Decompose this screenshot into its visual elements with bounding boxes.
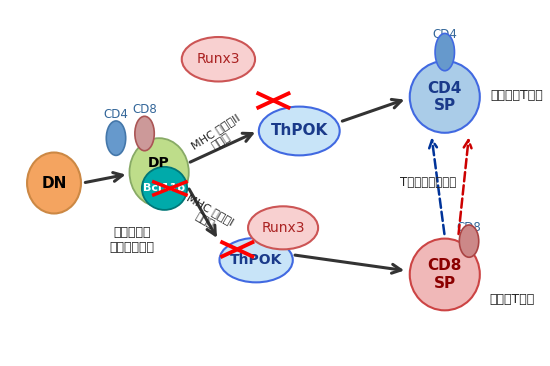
Text: ThPOK: ThPOK [271,123,328,138]
Ellipse shape [459,225,478,257]
Text: DN: DN [41,176,67,190]
Text: Bcl11b: Bcl11b [144,183,185,193]
Text: MHC クラスI
拘束性: MHC クラスI 拘束性 [179,193,236,238]
Ellipse shape [219,238,293,282]
Ellipse shape [106,121,126,156]
Text: MHC クラスII
拘束性: MHC クラスII 拘束性 [189,112,248,161]
Ellipse shape [248,206,318,249]
Text: T細胞分化の混乱: T細胞分化の混乱 [400,176,456,190]
Text: CD4
SP: CD4 SP [427,81,462,113]
Text: ポジティブ
セレクション: ポジティブ セレクション [109,227,155,254]
Ellipse shape [410,61,480,133]
Text: CD8: CD8 [456,221,481,234]
Text: CD8
SP: CD8 SP [427,258,462,291]
Ellipse shape [135,116,154,151]
Text: DP: DP [148,156,170,170]
Ellipse shape [259,107,340,156]
Text: CD4: CD4 [432,29,457,41]
Ellipse shape [435,33,454,71]
Text: CD8: CD8 [132,103,157,116]
Text: Runx3: Runx3 [197,52,240,66]
Ellipse shape [142,167,187,210]
Text: ThPOK: ThPOK [230,253,282,267]
Text: CD4: CD4 [103,108,129,122]
Ellipse shape [27,153,81,213]
Text: ヘルパーT細胞: ヘルパーT細胞 [491,89,543,102]
Ellipse shape [182,37,255,82]
Ellipse shape [129,138,189,206]
Ellipse shape [410,239,480,310]
Text: Runx3: Runx3 [261,221,305,235]
Text: キラーT細胞: キラーT細胞 [490,293,535,306]
